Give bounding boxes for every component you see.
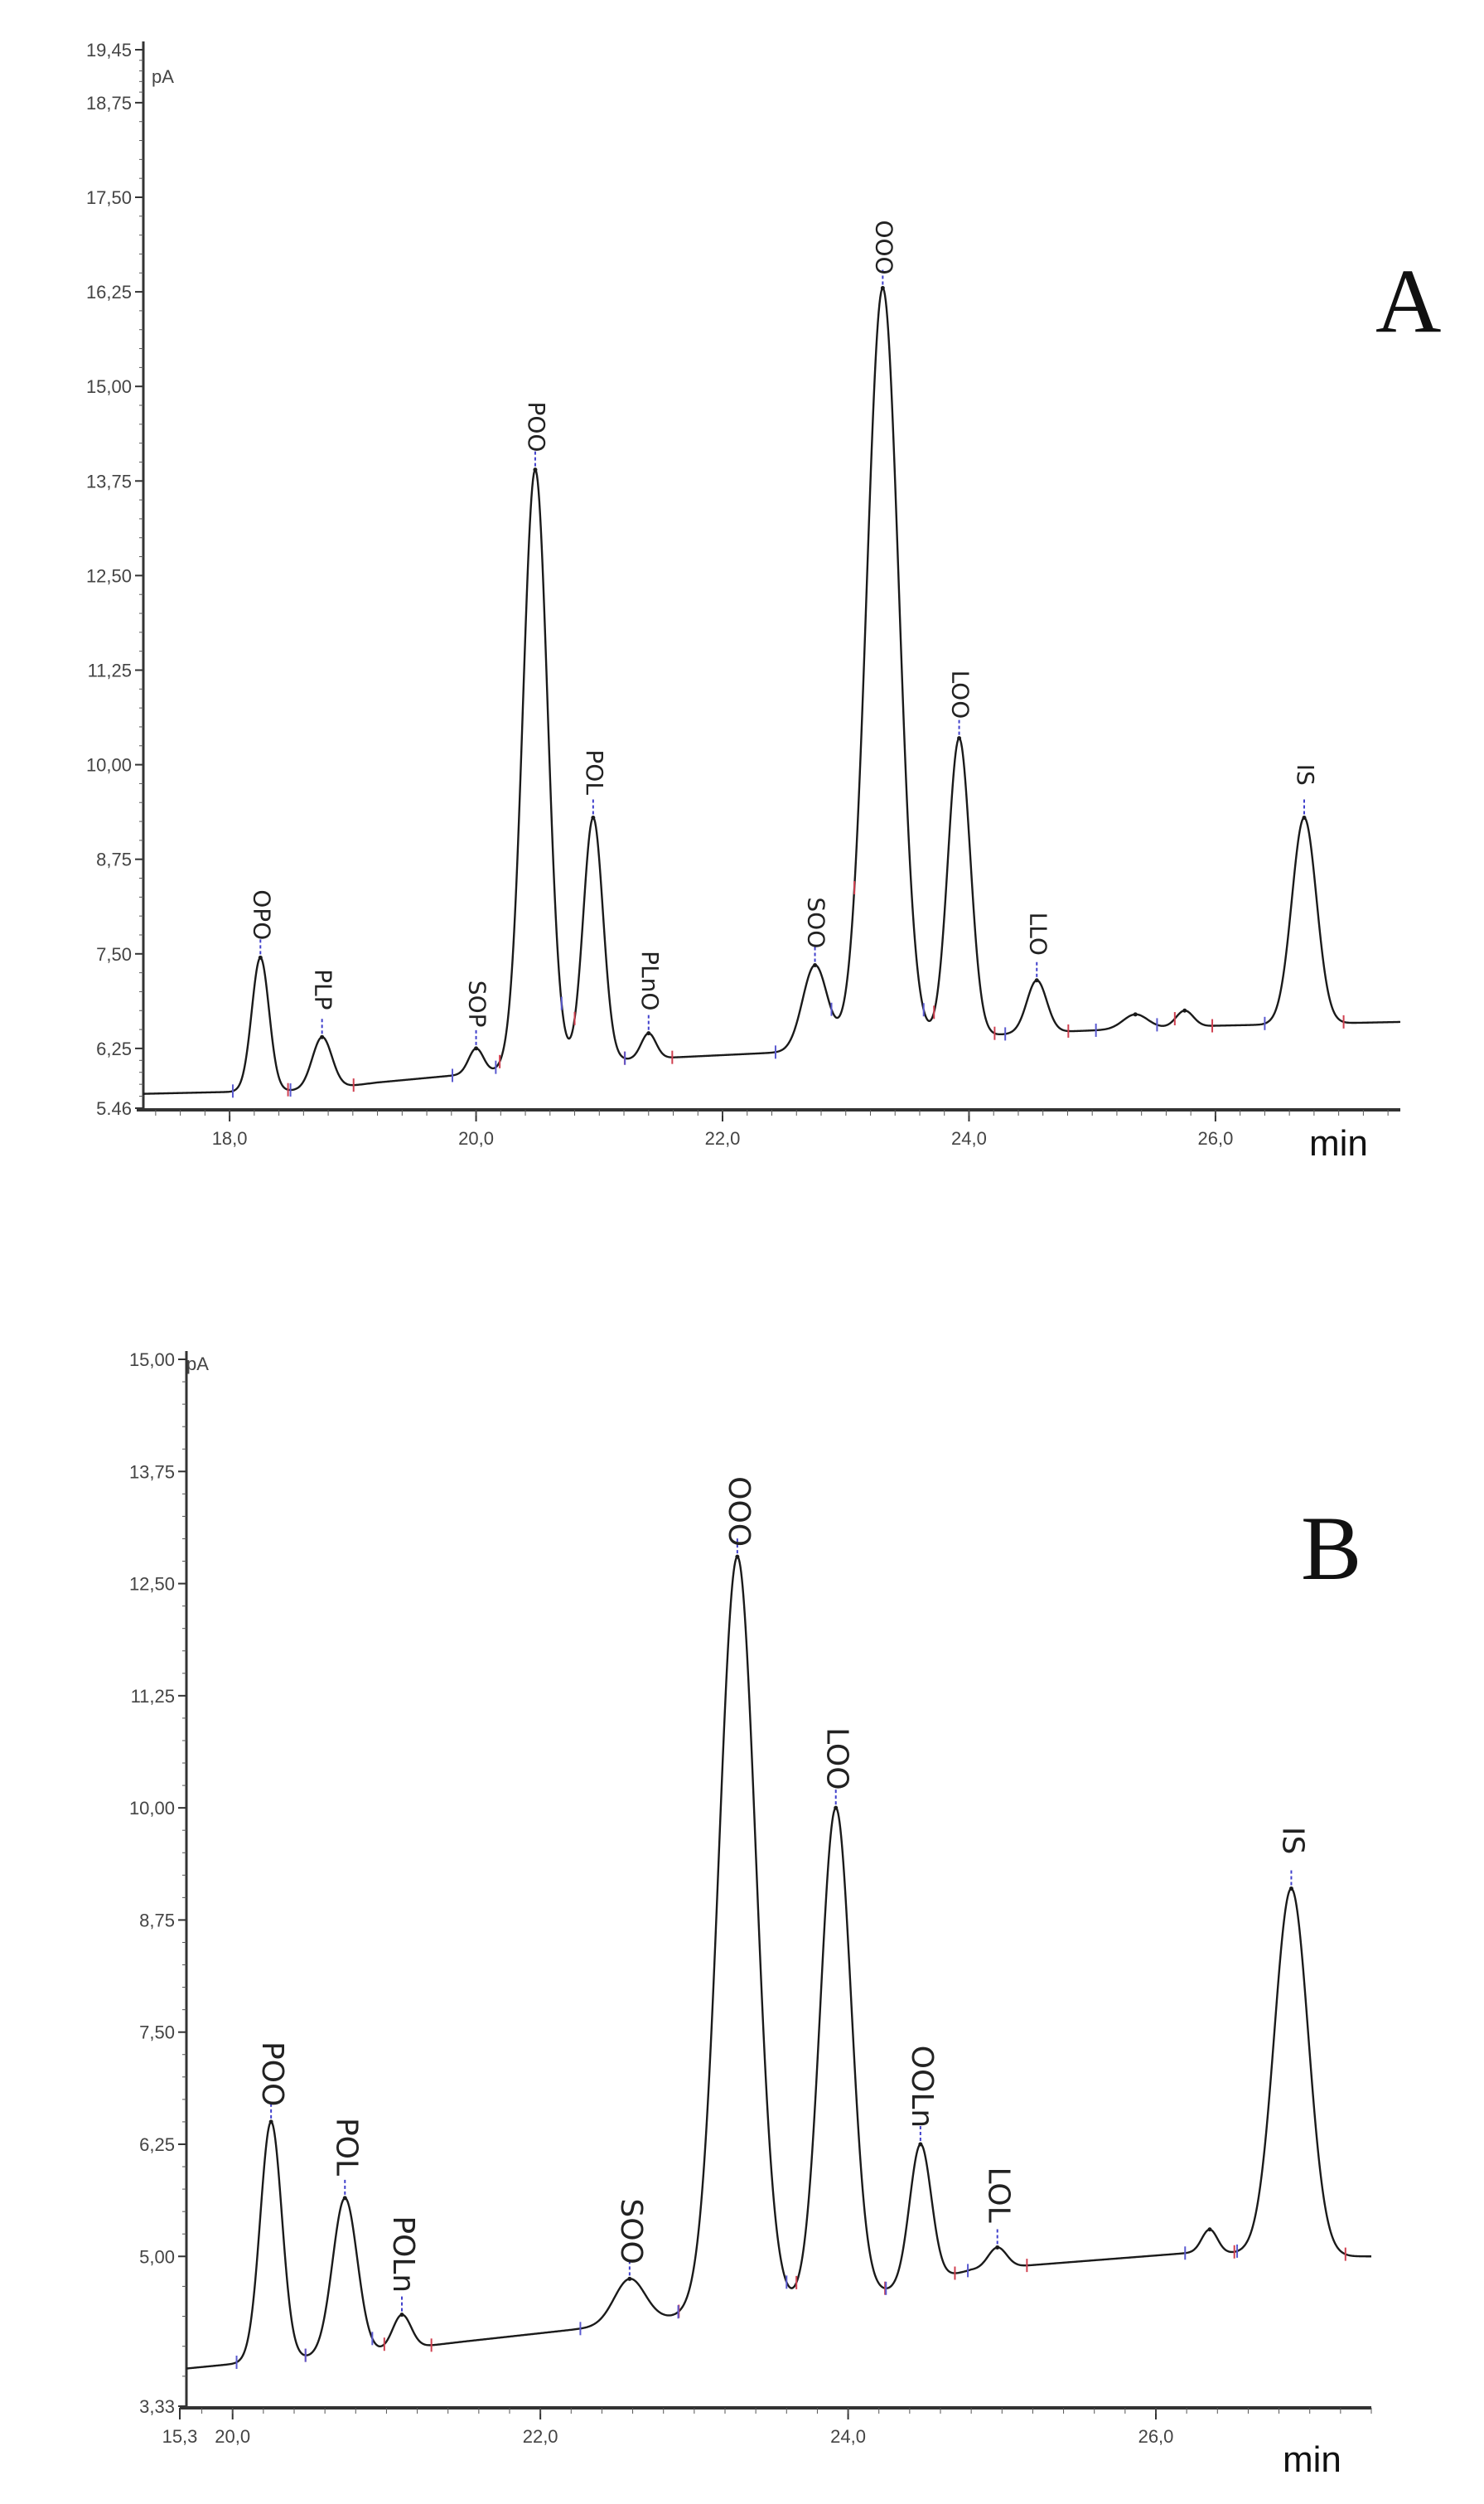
y-tick-label: 15,00 [86, 376, 132, 397]
chromatogram-panel-a: A pA min 5.46 6,25 7,50 8,75 10,00 11,25 12,50… [86, 40, 1442, 1164]
y-tick-label: 12,50 [86, 565, 132, 586]
y-tick-label: 6,25 [139, 2134, 175, 2155]
peak-label: POLn [386, 2216, 420, 2293]
y-tick-label: 10,00 [129, 1798, 175, 1819]
peak-apex [474, 1046, 479, 1051]
peak-label: OOLn [905, 2046, 939, 2129]
y-tick-label: 3,33 [139, 2396, 175, 2417]
peak-label: IS [1275, 1827, 1309, 1854]
x-tick-label: 15,3 [162, 2426, 198, 2447]
peak-label: LOL [982, 2167, 1016, 2222]
peak-apex [1288, 1886, 1293, 1891]
peak-label: SOP [464, 981, 491, 1028]
x-axis-unit-b: min [1283, 2439, 1341, 2480]
peak-apex [995, 2245, 1000, 2250]
peak-label: LLO [1024, 913, 1051, 956]
peak-apex [533, 467, 538, 472]
peak-label: OOO [870, 220, 897, 274]
peak-apex [880, 286, 885, 291]
peak-label: LOO [820, 1727, 854, 1790]
peak-apex [268, 2119, 273, 2124]
y-tick-label: 15,00 [129, 1349, 175, 1370]
x-tick-label: 24,0 [830, 2426, 866, 2447]
y-tick-label: 8,75 [139, 1910, 175, 1930]
x-tick-label: 24,0 [951, 1128, 987, 1149]
peak-apex [627, 2276, 632, 2281]
peak-label: SOO [614, 2198, 648, 2264]
y-tick-label: 18,75 [86, 93, 132, 114]
y-tick-label: 13,75 [129, 1461, 175, 1482]
x-tick-label: 26,0 [1138, 2426, 1174, 2447]
y-tick-label: 16,25 [86, 282, 132, 303]
peak-label: PLnO [636, 951, 664, 1010]
y-tick-label: 8,75 [96, 850, 132, 870]
peak-label: OOO [722, 1476, 756, 1547]
y-axis-unit-b: pA [186, 1354, 209, 1374]
peak-apex [957, 736, 962, 741]
peak-label: LOO [947, 671, 974, 719]
peak-apex [591, 815, 596, 820]
y-tick-label: 10,00 [86, 755, 132, 776]
peak-apex [1207, 2227, 1212, 2232]
y-tick-label: 7,50 [139, 2022, 175, 2043]
peak-apex [320, 1034, 325, 1039]
y-tick-label: 11,25 [131, 1686, 175, 1707]
peak-label: POL [329, 2118, 363, 2176]
x-tick-label: 22,0 [523, 2426, 558, 2447]
panel-letter-b: B [1301, 1498, 1361, 1599]
x-tick-label: 20,0 [458, 1128, 494, 1149]
peak-apex [918, 2142, 923, 2147]
y-tick-label: 6,25 [96, 1039, 132, 1059]
x-tick-label: 18,0 [212, 1128, 248, 1149]
y-axis-unit-a: pA [152, 66, 174, 87]
y-tick-label: 7,50 [96, 944, 132, 965]
peak-apex [735, 1554, 740, 1559]
peak-apex [1182, 1008, 1187, 1013]
y-tick-label: 5,00 [139, 2246, 175, 2267]
peak-apex [399, 2313, 404, 2318]
y-tick-label: 17,50 [86, 187, 132, 208]
chromatogram-panel-b: B pA min 3,33 5,00 6,25 7,50 8,75 10,00 11,25 1… [129, 1349, 1372, 2480]
y-tick-label: 5.46 [96, 1098, 132, 1119]
x-axis-unit-a: min [1309, 1123, 1368, 1164]
y-tick-label: 13,75 [86, 471, 132, 492]
chromatogram-trace [186, 1555, 1372, 2370]
y-tick-label: 12,50 [129, 1574, 175, 1595]
x-tick-label: 26,0 [1197, 1128, 1233, 1149]
peak-apex [834, 1805, 839, 1810]
peak-label: POO [523, 402, 550, 453]
y-tick-label: 19,45 [86, 40, 132, 61]
peak-apex [1302, 815, 1307, 820]
peak-apex [813, 962, 818, 967]
peak-label: POL [581, 749, 608, 795]
peak-apex [1034, 978, 1039, 983]
peak-apex [258, 955, 263, 960]
peak-label: IS [1292, 764, 1319, 786]
peak-label: PLP [310, 969, 337, 1010]
x-tick-label: 22,0 [705, 1128, 741, 1149]
peak-apex [646, 1031, 651, 1036]
peak-label: OPO [248, 889, 275, 940]
peak-apex [1133, 1012, 1138, 1017]
peak-label: SOO [803, 897, 830, 948]
x-tick-label: 20,0 [215, 2426, 250, 2447]
y-tick-label: 11,25 [88, 660, 132, 680]
peak-label: POO [255, 2041, 289, 2106]
panel-letter-a: A [1375, 250, 1441, 351]
peak-apex [342, 2196, 347, 2201]
